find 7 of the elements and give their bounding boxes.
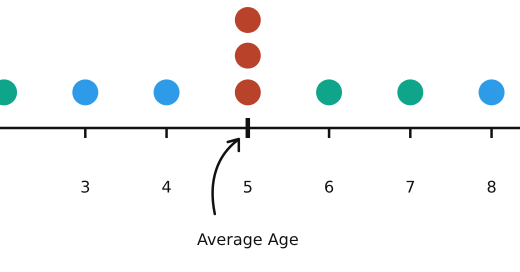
x-tick-label: 6 [324,177,334,196]
x-tick-label: 5 [242,177,253,196]
x-tick-label: 4 [161,177,172,196]
x-tick-label: 8 [486,177,497,196]
ref-line-label: Average Age [196,230,299,249]
x-tick-label: 3 [80,177,90,196]
x-tick-label: 7 [405,177,416,196]
